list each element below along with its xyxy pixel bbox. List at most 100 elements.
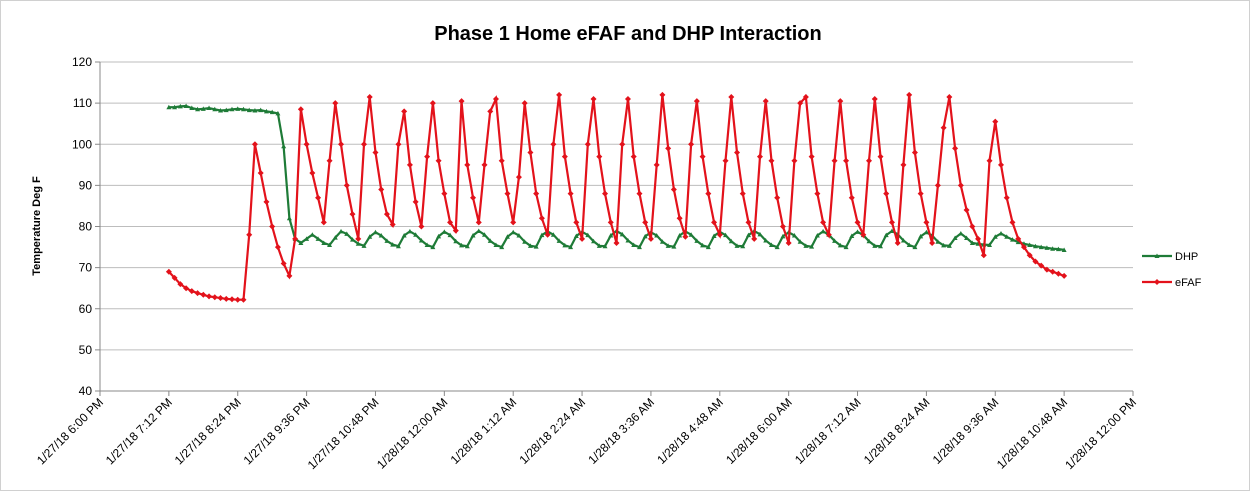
data-point <box>418 237 424 243</box>
data-point <box>217 295 224 302</box>
data-point <box>206 105 212 111</box>
data-point <box>487 108 494 115</box>
data-point <box>372 149 379 156</box>
data-point <box>171 274 178 281</box>
data-point <box>344 231 350 236</box>
data-point <box>1055 246 1061 252</box>
data-point <box>1043 266 1050 273</box>
data-point <box>413 232 419 237</box>
data-point <box>372 229 378 235</box>
data-point <box>274 244 281 251</box>
data-point <box>877 243 883 249</box>
data-point <box>797 239 803 244</box>
data-point <box>654 233 660 238</box>
data-point <box>258 107 264 113</box>
data-point <box>779 223 786 230</box>
data-point <box>550 141 557 148</box>
data-point <box>1003 194 1010 201</box>
y-axis-label: Temperature Deg F <box>31 176 43 276</box>
data-point <box>538 215 545 222</box>
data-point <box>453 238 459 244</box>
data-point <box>688 141 695 148</box>
data-point <box>378 186 385 193</box>
data-point <box>607 219 614 226</box>
data-point <box>723 232 729 238</box>
data-point <box>1015 239 1021 245</box>
data-point <box>889 228 895 234</box>
data-point <box>820 228 826 234</box>
data-point <box>998 161 1005 168</box>
data-point <box>1061 247 1067 252</box>
data-point <box>803 243 809 248</box>
data-point <box>286 215 292 221</box>
data-point <box>694 238 700 243</box>
data-point <box>240 106 246 112</box>
data-point <box>234 296 241 303</box>
data-point <box>401 108 408 115</box>
data-point <box>475 219 482 226</box>
data-point <box>802 93 809 100</box>
data-point <box>894 239 901 246</box>
legend-label: DHP <box>1175 251 1198 263</box>
data-point <box>877 153 884 160</box>
data-point <box>482 232 488 237</box>
data-point <box>429 100 436 107</box>
data-point <box>516 233 522 238</box>
data-point <box>998 230 1004 236</box>
data-point <box>665 243 671 248</box>
y-tick-label: 40 <box>79 384 93 398</box>
data-point <box>458 98 465 105</box>
data-point <box>768 242 774 248</box>
data-point <box>183 103 189 109</box>
data-point <box>745 232 751 238</box>
data-point <box>912 244 918 250</box>
data-point <box>665 145 672 152</box>
data-point <box>883 232 889 238</box>
data-point <box>814 233 820 238</box>
data-point <box>435 157 442 164</box>
data-point <box>1015 235 1022 242</box>
data-point <box>699 153 706 160</box>
data-point <box>768 157 775 164</box>
data-point <box>200 106 206 111</box>
data-point <box>292 235 299 242</box>
data-point <box>952 145 959 152</box>
data-point <box>946 93 953 100</box>
data-point <box>866 157 873 164</box>
data-point <box>585 232 591 238</box>
data-point <box>349 211 356 218</box>
data-point <box>980 252 987 259</box>
data-point <box>934 182 941 189</box>
data-point <box>917 190 924 197</box>
data-point <box>522 239 528 244</box>
data-point <box>1038 262 1045 269</box>
data-point <box>837 242 843 248</box>
data-point <box>791 233 797 238</box>
data-point <box>1049 268 1056 275</box>
data-point <box>608 233 614 238</box>
data-point <box>493 242 499 248</box>
data-point <box>218 108 224 113</box>
data-point <box>200 291 207 298</box>
data-point <box>832 238 838 243</box>
data-point <box>401 233 407 238</box>
data-point <box>1026 252 1033 259</box>
data-point <box>1009 219 1016 226</box>
data-point <box>1020 244 1027 251</box>
data-point <box>212 106 218 112</box>
data-point <box>521 100 528 107</box>
data-point <box>573 219 580 226</box>
data-point <box>653 161 660 168</box>
data-point <box>809 244 815 249</box>
data-point <box>722 157 729 164</box>
data-point <box>734 149 741 156</box>
data-point <box>756 153 763 160</box>
data-point <box>670 186 677 193</box>
data-point <box>223 295 230 302</box>
y-tick-label: 80 <box>79 220 93 234</box>
data-point <box>188 288 195 295</box>
data-point <box>177 281 184 288</box>
data-point <box>378 233 384 238</box>
data-point <box>911 149 918 156</box>
data-point <box>918 233 924 239</box>
